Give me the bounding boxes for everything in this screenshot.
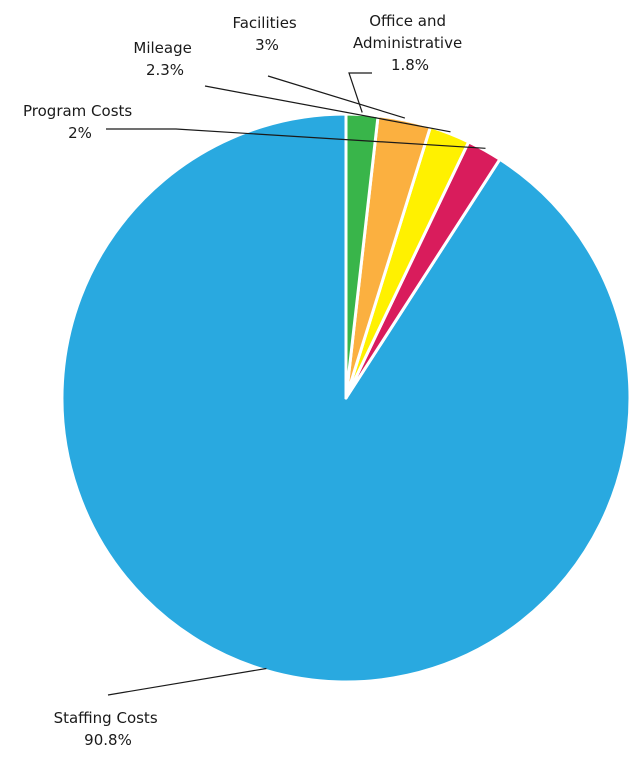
pie-slices [60, 112, 629, 684]
office-admin-percent: 1.8% [391, 56, 429, 74]
facilities-label: Facilities 3% [232, 14, 301, 54]
mileage-name: Mileage [133, 39, 191, 57]
office-admin-name-line2: Administrative [353, 34, 462, 52]
leader-office-admin [348, 72, 372, 113]
office-admin-label: Office and Administrative 1.8% [353, 12, 467, 74]
leader-facilities [267, 75, 406, 119]
program-costs-name: Program Costs [23, 102, 132, 120]
leader-mileage [204, 85, 451, 133]
staffing-costs-label: Staffing Costs 90.8% [54, 709, 163, 749]
office-admin-name-line1: Office and [369, 12, 446, 30]
leader-program-costs [106, 128, 486, 149]
mileage-percent: 2.3% [146, 61, 184, 79]
staffing-costs-name: Staffing Costs [54, 709, 158, 727]
facilities-name: Facilities [232, 14, 296, 32]
staffing-costs-percent: 90.8% [84, 731, 132, 749]
leader-staffing-costs [107, 667, 267, 696]
program-costs-percent: 2% [68, 124, 92, 142]
facilities-percent: 3% [255, 36, 279, 54]
slice-office-and-administrative [344, 112, 380, 400]
slice-labels: Staffing Costs 90.8% Program Costs 2% Mi… [23, 12, 467, 749]
leader-lines [106, 72, 486, 696]
program-costs-label: Program Costs 2% [23, 102, 137, 142]
mileage-label: Mileage 2.3% [133, 39, 196, 79]
